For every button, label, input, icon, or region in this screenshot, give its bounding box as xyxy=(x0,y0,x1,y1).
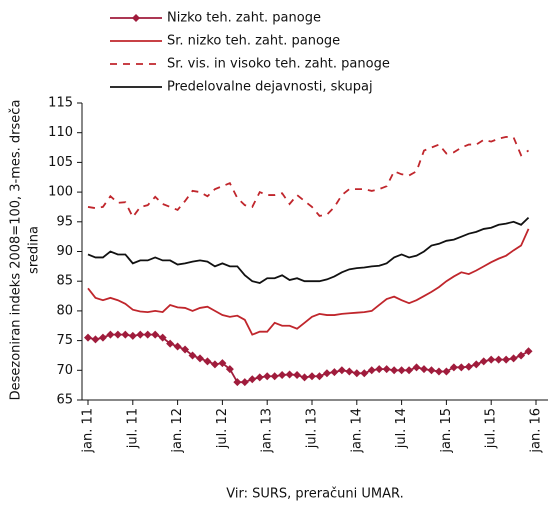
point-marker xyxy=(218,359,227,368)
point-marker xyxy=(524,347,533,356)
legend-label: Nizko teh. zaht. panoge xyxy=(167,11,321,26)
point-marker xyxy=(128,331,137,340)
point-marker xyxy=(151,330,160,339)
y-tick-label: 115 xyxy=(48,96,73,111)
point-marker xyxy=(420,365,428,374)
point-marker xyxy=(360,369,369,378)
point-marker xyxy=(390,366,399,375)
point-marker xyxy=(494,355,503,364)
series-line xyxy=(87,333,529,384)
point-marker xyxy=(352,369,361,378)
x-tick-label: jan. 13 xyxy=(260,408,275,454)
point-marker xyxy=(367,366,376,375)
series-line xyxy=(87,216,530,284)
x-tick-label: jul. 14 xyxy=(394,408,409,449)
point-marker xyxy=(382,365,391,374)
legend-label: Predelovalne dejavnosti, skupaj xyxy=(167,80,373,95)
x-tick-label: jan. 14 xyxy=(349,408,364,454)
point-marker xyxy=(106,330,115,339)
point-marker xyxy=(113,330,122,339)
y-tick-label: 75 xyxy=(56,333,73,348)
series-line xyxy=(87,135,530,219)
point-marker xyxy=(136,330,145,339)
point-marker xyxy=(270,372,279,381)
point-marker xyxy=(240,378,249,387)
point-marker xyxy=(502,355,511,364)
point-marker xyxy=(330,368,339,377)
y-tick-label: 80 xyxy=(56,303,73,318)
x-tick-label: jul. 15 xyxy=(484,408,499,449)
point-marker xyxy=(472,360,481,369)
legend-marker xyxy=(132,14,140,22)
y-tick-label: 65 xyxy=(56,393,73,408)
point-marker xyxy=(449,363,458,372)
legend-label: Sr. vis. in visoko teh. zaht. panoge xyxy=(167,57,390,72)
y-tick-label: 85 xyxy=(56,274,73,289)
point-marker xyxy=(517,351,526,360)
point-marker xyxy=(121,330,130,339)
point-marker xyxy=(98,333,107,342)
y-tick-label: 90 xyxy=(56,244,73,259)
point-marker xyxy=(308,372,316,381)
point-marker xyxy=(173,342,182,351)
y-axis-label: Desezoniran indeks 2008=100, 3-mes. drse… xyxy=(9,100,24,401)
point-marker xyxy=(210,360,219,369)
legend-label: Sr. nizko teh. zaht. panoge xyxy=(167,34,340,49)
y-tick-label: 110 xyxy=(48,125,73,140)
point-marker xyxy=(188,351,197,360)
point-marker xyxy=(487,355,496,364)
y-tick-label: 70 xyxy=(56,363,73,378)
point-marker xyxy=(196,354,204,363)
x-tick-label: jan. 15 xyxy=(439,408,454,454)
point-marker xyxy=(457,363,466,372)
point-marker xyxy=(158,333,167,342)
point-marker xyxy=(442,367,451,376)
point-marker xyxy=(248,375,257,384)
point-marker xyxy=(300,373,309,382)
point-marker xyxy=(285,370,294,379)
point-marker xyxy=(91,335,100,344)
point-marker xyxy=(337,366,346,375)
point-marker xyxy=(181,345,190,354)
point-marker xyxy=(509,354,518,363)
point-marker xyxy=(434,367,443,376)
point-marker xyxy=(143,330,152,339)
point-marker xyxy=(412,363,421,372)
point-marker xyxy=(405,366,414,375)
point-marker xyxy=(233,378,242,387)
point-marker xyxy=(427,366,436,375)
point-marker xyxy=(375,365,384,374)
point-marker xyxy=(464,362,473,371)
point-marker xyxy=(315,372,324,381)
point-marker xyxy=(322,369,331,378)
y-tick-label: 95 xyxy=(56,214,73,229)
x-tick-label: jul. 11 xyxy=(125,408,140,449)
x-tick-label: jul. 12 xyxy=(215,408,230,449)
x-tick-label: jan. 16 xyxy=(529,408,544,454)
series-line xyxy=(87,228,530,336)
point-marker xyxy=(255,373,264,382)
y-tick-label: 100 xyxy=(48,185,73,200)
point-marker xyxy=(293,371,302,380)
source-note: Vir: SURS, preračuni UMAR. xyxy=(226,487,403,502)
point-marker xyxy=(84,333,92,342)
point-marker xyxy=(278,371,287,380)
point-marker xyxy=(166,339,175,348)
x-tick-label: jul. 13 xyxy=(305,408,320,449)
x-tick-label: jan. 11 xyxy=(81,408,96,454)
y-axis-label: sredina xyxy=(27,226,42,274)
point-marker xyxy=(345,367,354,376)
point-marker xyxy=(225,365,234,374)
y-tick-label: 105 xyxy=(48,155,73,170)
point-marker xyxy=(263,372,272,381)
point-marker xyxy=(397,366,406,375)
point-marker xyxy=(203,357,212,366)
x-tick-label: jan. 12 xyxy=(170,408,185,454)
point-marker xyxy=(479,357,488,366)
